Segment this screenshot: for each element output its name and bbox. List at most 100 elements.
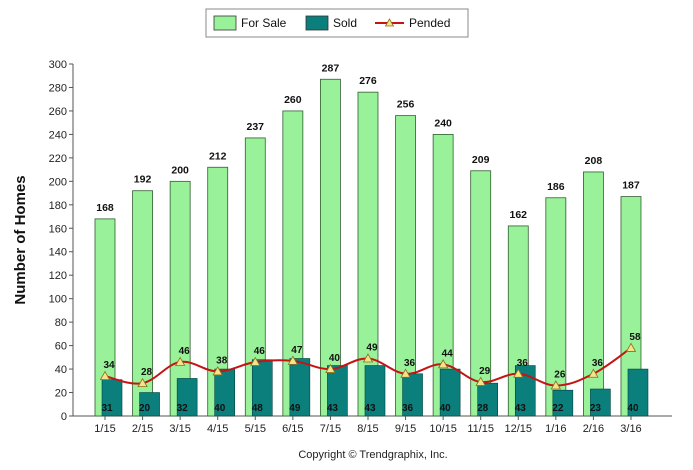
data-label-for-sale: 287 bbox=[322, 62, 340, 74]
y-tick-label: 100 bbox=[49, 294, 67, 306]
pended-point bbox=[287, 355, 299, 365]
y-axis-label: Number of Homes bbox=[12, 175, 29, 304]
data-label-sold: 32 bbox=[177, 403, 189, 414]
data-label-pended: 44 bbox=[442, 348, 454, 359]
pended-line: 34 28 46 38 46 47 40 49 36 44 29 36 26 36 58 bbox=[99, 332, 641, 390]
copyright-text: Copyright © Trendgraphix, Inc. bbox=[298, 449, 447, 461]
data-label-for-sale: 186 bbox=[547, 181, 565, 193]
data-label-sold: 43 bbox=[327, 403, 339, 414]
bar-sold bbox=[214, 368, 236, 417]
data-label-sold: 31 bbox=[101, 403, 113, 414]
x-tick-label: 1/16 bbox=[545, 423, 566, 435]
bar-sold bbox=[327, 365, 348, 417]
pended-point bbox=[99, 370, 111, 381]
data-label-pended: 36 bbox=[404, 358, 416, 369]
bar-sold bbox=[552, 389, 574, 417]
pended-point bbox=[625, 342, 637, 352]
bar-sold bbox=[477, 382, 499, 417]
data-label-for-sale: 209 bbox=[472, 154, 490, 166]
data-label-for-sale: 276 bbox=[359, 75, 377, 87]
pended-point bbox=[550, 380, 562, 390]
bar-sold bbox=[251, 359, 273, 417]
x-tick-label: 1/15 bbox=[94, 423, 115, 435]
legend: For Sale Sold Pended bbox=[205, 8, 469, 38]
data-label-pended: 46 bbox=[179, 346, 191, 357]
pended-point bbox=[325, 363, 336, 373]
x-ticks: 1/15 2/15 3/15 4/15 5/15 6/15 7/15 8/15 9/15 10/1… bbox=[94, 416, 642, 435]
data-label-for-sale: 192 bbox=[134, 174, 152, 186]
y-tick-label: 280 bbox=[49, 82, 67, 94]
data-label-sold: 36 bbox=[402, 403, 414, 414]
data-label-for-sale: 212 bbox=[209, 150, 227, 162]
x-tick-label: 10/15 bbox=[429, 423, 457, 435]
data-label-pended: 36 bbox=[517, 358, 529, 369]
data-label-pended: 58 bbox=[629, 332, 641, 343]
data-label-for-sale: 208 bbox=[585, 155, 603, 167]
x-tick-label: 7/15 bbox=[320, 423, 341, 435]
pended-point bbox=[250, 356, 261, 366]
pended-point bbox=[137, 377, 148, 388]
data-label-for-sale: 200 bbox=[171, 164, 189, 176]
y-tick-label: 220 bbox=[49, 153, 67, 165]
data-label-sold: 49 bbox=[289, 403, 301, 414]
pended-point bbox=[437, 359, 449, 369]
pended-point bbox=[588, 368, 599, 378]
y-tick-label: 80 bbox=[55, 317, 67, 329]
data-label-sold: 40 bbox=[440, 403, 452, 414]
pended-point bbox=[400, 368, 411, 378]
data-label-pended: 28 bbox=[141, 367, 153, 378]
data-label-for-sale: 260 bbox=[284, 94, 302, 106]
bar-sold bbox=[101, 379, 123, 417]
bar-sold bbox=[176, 378, 198, 417]
data-label-pended: 40 bbox=[329, 353, 341, 364]
data-label-pended: 29 bbox=[479, 366, 491, 377]
bar-sold bbox=[439, 368, 461, 417]
data-label-for-sale: 187 bbox=[622, 180, 640, 192]
x-tick-label: 5/15 bbox=[245, 423, 266, 435]
y-tick-label: 40 bbox=[55, 364, 67, 376]
x-tick-label: 9/15 bbox=[395, 423, 416, 435]
data-label-for-sale: 168 bbox=[96, 202, 114, 214]
legend-swatch-sold bbox=[305, 15, 329, 31]
legend-label-for-sale: For Sale bbox=[241, 16, 287, 30]
pended-point bbox=[513, 368, 524, 378]
y-ticks: 0 20 40 60 80 100 120 140 160 180 200 220 240 260 280 3… bbox=[49, 59, 73, 423]
data-label-sold: 40 bbox=[214, 403, 226, 414]
legend-label-sold: Sold bbox=[333, 16, 357, 30]
pended-point bbox=[174, 356, 186, 366]
data-label-sold: 20 bbox=[139, 403, 151, 414]
legend-box bbox=[205, 8, 469, 38]
x-tick-label: 6/15 bbox=[282, 423, 303, 435]
data-label-for-sale: 256 bbox=[397, 99, 415, 111]
bar-for-sale bbox=[583, 171, 604, 417]
x-tick-label: 4/15 bbox=[207, 423, 228, 435]
data-label-pended: 47 bbox=[291, 345, 303, 356]
y-tick-label: 200 bbox=[49, 176, 67, 188]
data-label-for-sale: 240 bbox=[434, 117, 452, 129]
x-tick-label: 3/15 bbox=[169, 423, 190, 435]
pended-point bbox=[475, 376, 486, 386]
y-tick-label: 60 bbox=[55, 341, 67, 353]
y-tick-label: 140 bbox=[49, 247, 67, 259]
y-tick-label: 240 bbox=[49, 129, 67, 141]
y-tick-label: 160 bbox=[49, 223, 67, 235]
y-tick-label: 300 bbox=[49, 59, 67, 71]
data-label-sold: 43 bbox=[364, 403, 376, 414]
legend-label-pended: Pended bbox=[409, 16, 450, 30]
data-label-sold: 23 bbox=[590, 403, 602, 414]
data-label-pended: 34 bbox=[103, 360, 115, 371]
data-label-for-sale: 237 bbox=[247, 121, 265, 133]
y-tick-label: 120 bbox=[49, 270, 67, 282]
data-label-sold: 43 bbox=[515, 403, 527, 414]
bar-sold bbox=[627, 368, 649, 417]
data-label-sold: 40 bbox=[627, 403, 639, 414]
data-label-pended: 26 bbox=[554, 369, 566, 380]
legend-swatch-for-sale bbox=[213, 15, 237, 31]
bar-sold bbox=[590, 388, 611, 417]
x-tick-label: 12/15 bbox=[505, 423, 533, 435]
data-label-pended: 49 bbox=[366, 343, 378, 354]
bar-sold bbox=[514, 365, 536, 417]
y-tick-label: 260 bbox=[49, 106, 67, 118]
data-label-for-sale: 162 bbox=[510, 209, 528, 221]
